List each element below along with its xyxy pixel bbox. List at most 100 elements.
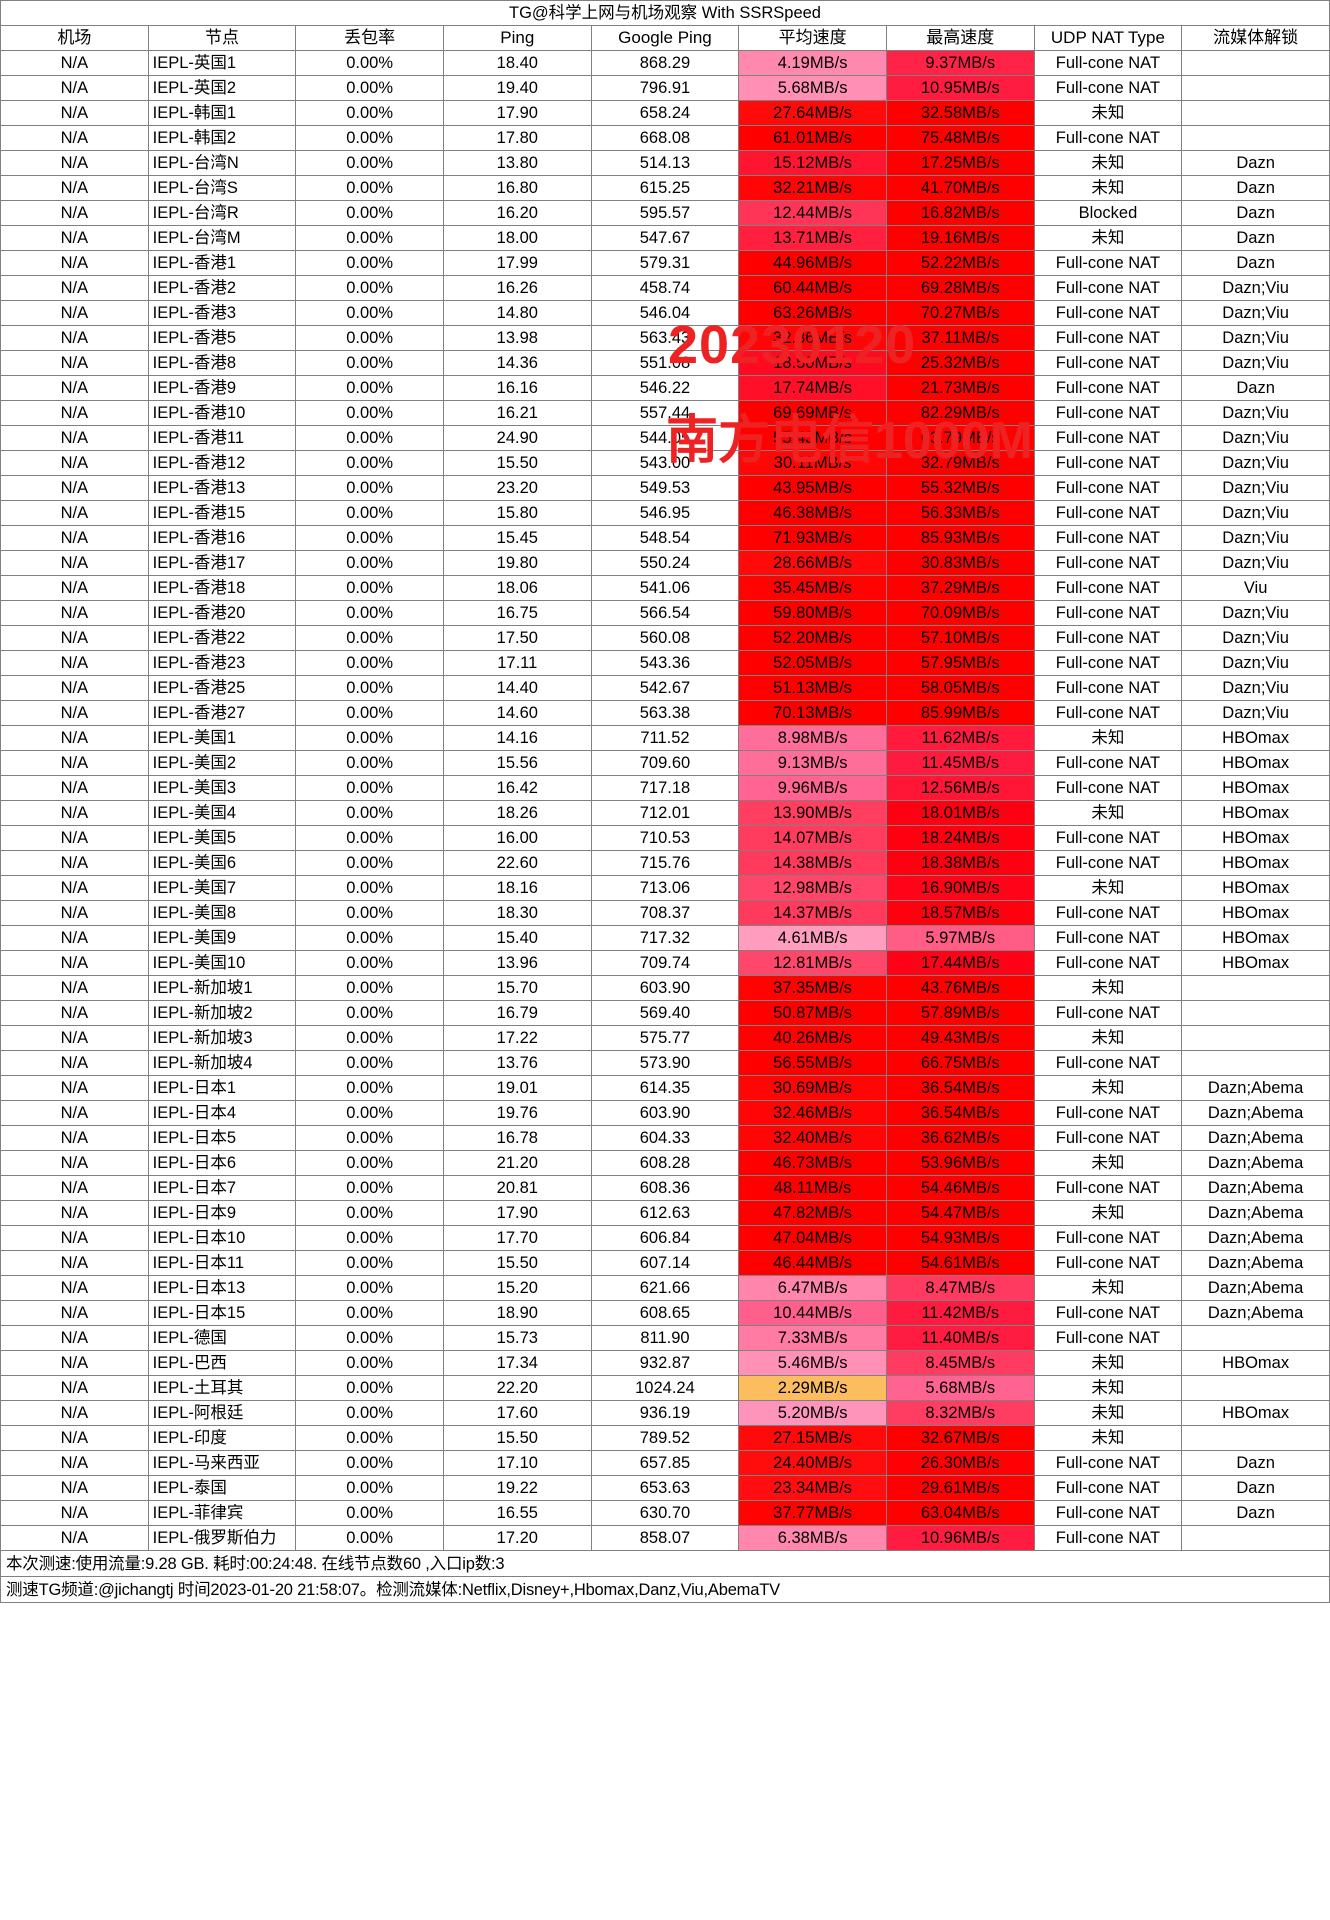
cell-google-ping[interactable]: 569.40 [590, 1000, 740, 1026]
cell-ping[interactable]: 14.36 [442, 350, 592, 376]
cell-media-unlock[interactable]: Dazn;Abema [1181, 1100, 1330, 1126]
cell-nat-type[interactable]: Full-cone NAT [1033, 625, 1183, 651]
cell-node[interactable]: IEPL-日本10 [147, 1225, 297, 1251]
cell-airport[interactable]: N/A [0, 275, 149, 301]
table-row[interactable]: N/A IEPL-美国10 0.00% 13.96 709.74 12.81MB/s 17.… [0, 950, 1330, 976]
cell-max-speed[interactable]: 37.11MB/s [885, 325, 1035, 351]
cell-avg-speed[interactable]: 43.95MB/s [738, 475, 887, 501]
cell-nat-type[interactable]: Full-cone NAT [1033, 1225, 1183, 1251]
cell-media-unlock[interactable]: HBOmax [1181, 850, 1330, 876]
cell-ping[interactable]: 20.81 [442, 1175, 592, 1201]
cell-loss[interactable]: 0.00% [295, 850, 444, 876]
cell-ping[interactable]: 15.70 [442, 975, 592, 1001]
cell-max-speed[interactable]: 63.79MB/s [885, 425, 1035, 451]
cell-airport[interactable]: N/A [0, 575, 149, 601]
cell-loss[interactable]: 0.00% [295, 575, 444, 601]
cell-google-ping[interactable]: 711.52 [590, 725, 740, 751]
table-row[interactable]: N/A IEPL-日本9 0.00% 17.90 612.63 47.82MB/s 54.4… [0, 1200, 1330, 1226]
cell-node[interactable]: IEPL-美国9 [147, 925, 297, 951]
cell-google-ping[interactable]: 713.06 [590, 875, 740, 901]
cell-node[interactable]: IEPL-土耳其 [147, 1375, 297, 1401]
cell-media-unlock[interactable]: Dazn [1181, 250, 1330, 276]
cell-nat-type[interactable]: Full-cone NAT [1033, 575, 1183, 601]
cell-nat-type[interactable]: Blocked [1033, 200, 1183, 226]
cell-media-unlock[interactable]: Viu [1181, 575, 1330, 601]
cell-ping[interactable]: 15.50 [442, 1250, 592, 1276]
cell-airport[interactable]: N/A [0, 1325, 149, 1351]
cell-airport[interactable]: N/A [0, 250, 149, 276]
cell-google-ping[interactable]: 796.91 [590, 75, 740, 101]
cell-max-speed[interactable]: 5.97MB/s [885, 925, 1035, 951]
cell-max-speed[interactable]: 16.90MB/s [885, 875, 1035, 901]
cell-avg-speed[interactable]: 37.35MB/s [738, 975, 887, 1001]
cell-nat-type[interactable]: Full-cone NAT [1033, 450, 1183, 476]
cell-avg-speed[interactable]: 4.61MB/s [738, 925, 887, 951]
cell-loss[interactable]: 0.00% [295, 825, 444, 851]
cell-avg-speed[interactable]: 47.04MB/s [738, 1225, 887, 1251]
cell-loss[interactable]: 0.00% [295, 375, 444, 401]
table-row[interactable]: N/A IEPL-台湾R 0.00% 16.20 595.57 12.44MB/s 16.8… [0, 200, 1330, 226]
cell-max-speed[interactable]: 75.48MB/s [885, 125, 1035, 151]
cell-loss[interactable]: 0.00% [295, 1500, 444, 1526]
cell-max-speed[interactable]: 37.29MB/s [885, 575, 1035, 601]
cell-loss[interactable]: 0.00% [295, 275, 444, 301]
cell-avg-speed[interactable]: 6.38MB/s [738, 1525, 887, 1551]
cell-airport[interactable]: N/A [0, 375, 149, 401]
cell-avg-speed[interactable]: 12.44MB/s [738, 200, 887, 226]
cell-airport[interactable]: N/A [0, 1300, 149, 1326]
cell-google-ping[interactable]: 621.66 [590, 1275, 740, 1301]
cell-google-ping[interactable]: 541.06 [590, 575, 740, 601]
cell-ping[interactable]: 17.11 [442, 650, 592, 676]
cell-airport[interactable]: N/A [0, 1175, 149, 1201]
cell-airport[interactable]: N/A [0, 1400, 149, 1426]
cell-avg-speed[interactable]: 5.46MB/s [738, 1350, 887, 1376]
cell-node[interactable]: IEPL-日本11 [147, 1250, 297, 1276]
cell-media-unlock[interactable]: HBOmax [1181, 750, 1330, 776]
table-row[interactable]: N/A IEPL-香港1 0.00% 17.99 579.31 44.96MB/s 52.2… [0, 250, 1330, 276]
table-row[interactable]: N/A IEPL-新加坡1 0.00% 15.70 603.90 37.35MB/s 43.… [0, 975, 1330, 1001]
cell-node[interactable]: IEPL-俄罗斯伯力 [147, 1525, 297, 1551]
table-row[interactable]: N/A IEPL-日本10 0.00% 17.70 606.84 47.04MB/s 54.… [0, 1225, 1330, 1251]
cell-media-unlock[interactable] [1181, 1375, 1330, 1401]
cell-media-unlock[interactable]: Dazn;Abema [1181, 1150, 1330, 1176]
cell-media-unlock[interactable]: HBOmax [1181, 900, 1330, 926]
cell-node[interactable]: IEPL-美国10 [147, 950, 297, 976]
cell-avg-speed[interactable]: 35.45MB/s [738, 575, 887, 601]
cell-google-ping[interactable]: 789.52 [590, 1425, 740, 1451]
cell-google-ping[interactable]: 658.24 [590, 100, 740, 126]
cell-loss[interactable]: 0.00% [295, 1125, 444, 1151]
cell-avg-speed[interactable]: 27.15MB/s [738, 1425, 887, 1451]
cell-node[interactable]: IEPL-巴西 [147, 1350, 297, 1376]
cell-max-speed[interactable]: 49.43MB/s [885, 1025, 1035, 1051]
cell-node[interactable]: IEPL-香港20 [147, 600, 297, 626]
cell-ping[interactable]: 16.16 [442, 375, 592, 401]
table-row[interactable]: N/A IEPL-台湾N 0.00% 13.80 514.13 15.12MB/s 17.2… [0, 150, 1330, 176]
cell-max-speed[interactable]: 41.70MB/s [885, 175, 1035, 201]
cell-nat-type[interactable]: 未知 [1033, 1375, 1183, 1401]
cell-airport[interactable]: N/A [0, 900, 149, 926]
cell-loss[interactable]: 0.00% [295, 700, 444, 726]
cell-ping[interactable]: 16.20 [442, 200, 592, 226]
cell-loss[interactable]: 0.00% [295, 1375, 444, 1401]
cell-max-speed[interactable]: 10.95MB/s [885, 75, 1035, 101]
cell-nat-type[interactable]: 未知 [1033, 100, 1183, 126]
cell-google-ping[interactable]: 858.07 [590, 1525, 740, 1551]
cell-ping[interactable]: 17.50 [442, 625, 592, 651]
cell-nat-type[interactable]: 未知 [1033, 875, 1183, 901]
cell-node[interactable]: IEPL-香港9 [147, 375, 297, 401]
cell-ping[interactable]: 15.40 [442, 925, 592, 951]
cell-media-unlock[interactable]: Dazn;Viu [1181, 700, 1330, 726]
cell-node[interactable]: IEPL-台湾N [147, 150, 297, 176]
cell-media-unlock[interactable]: Dazn;Viu [1181, 550, 1330, 576]
cell-nat-type[interactable]: Full-cone NAT [1033, 1000, 1183, 1026]
cell-media-unlock[interactable]: Dazn;Viu [1181, 625, 1330, 651]
cell-ping[interactable]: 15.56 [442, 750, 592, 776]
cell-ping[interactable]: 16.78 [442, 1125, 592, 1151]
column-header-avg-speed[interactable]: 平均速度 [738, 25, 887, 51]
cell-avg-speed[interactable]: 23.34MB/s [738, 1475, 887, 1501]
cell-loss[interactable]: 0.00% [295, 675, 444, 701]
table-row[interactable]: N/A IEPL-俄罗斯伯力 0.00% 17.20 858.07 6.38MB/s 10.… [0, 1525, 1330, 1551]
cell-loss[interactable]: 0.00% [295, 800, 444, 826]
cell-airport[interactable]: N/A [0, 1200, 149, 1226]
cell-media-unlock[interactable] [1181, 1000, 1330, 1026]
